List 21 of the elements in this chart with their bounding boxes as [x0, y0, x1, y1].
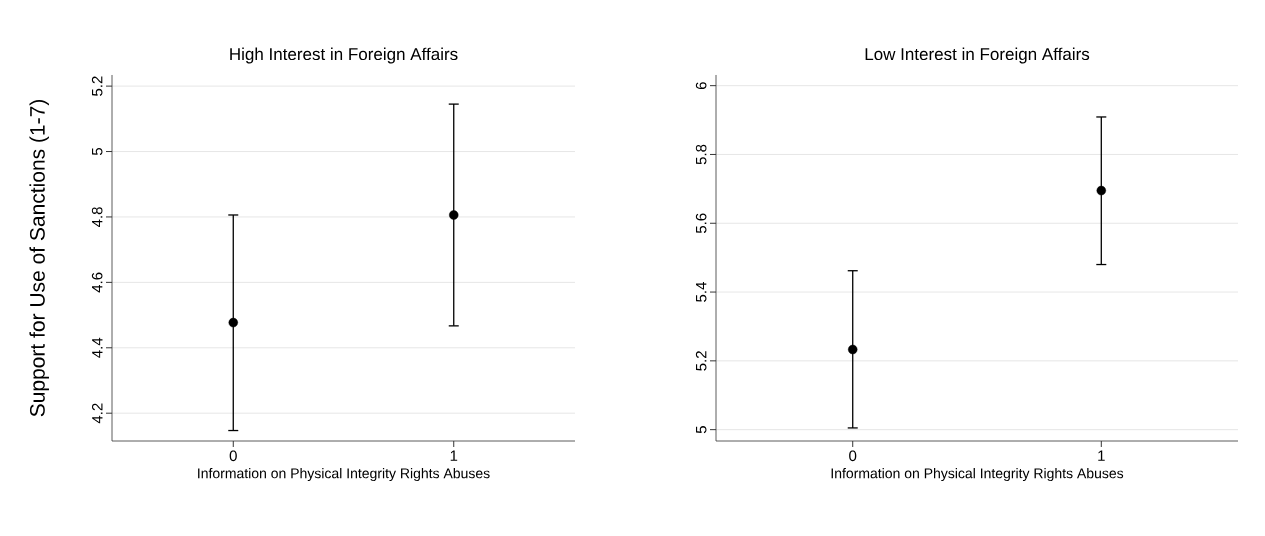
y-tick-label: 5.2 [91, 76, 103, 96]
y-tick-label: 5.4 [696, 282, 707, 302]
y-tick-label: 4.8 [91, 207, 103, 228]
y-tick-label: 5 [92, 147, 103, 156]
y-tick-label: 6 [695, 82, 707, 90]
chart-title: Low Interest in Foreign Affairs [865, 47, 1090, 64]
y-tick-label: 5.2 [695, 351, 707, 371]
x-tick-label: 1 [450, 450, 458, 461]
chart-title: High Interest in Foreign Affairs [230, 47, 458, 64]
x-tick-label: 0 [849, 450, 857, 462]
y-tick-label: 4.4 [92, 337, 103, 358]
x-tick-label: 0 [229, 450, 237, 462]
y-tick-label: 5.8 [695, 144, 707, 165]
x-tick-label: 1 [1098, 450, 1105, 461]
y-axis-title: Support for Use of Sanctions (1-7) [29, 100, 49, 417]
y-tick-label: 5.6 [695, 213, 707, 234]
y-tick-label: 5 [696, 426, 707, 434]
x-axis-title: Information on Physical Integrity Rights Abuses [831, 468, 1124, 482]
x-axis-title: Information on Physical Integrity Rights Abuses [198, 468, 490, 482]
y-tick-label: 4.6 [91, 272, 103, 293]
y-tick-label: 4.2 [91, 403, 103, 424]
